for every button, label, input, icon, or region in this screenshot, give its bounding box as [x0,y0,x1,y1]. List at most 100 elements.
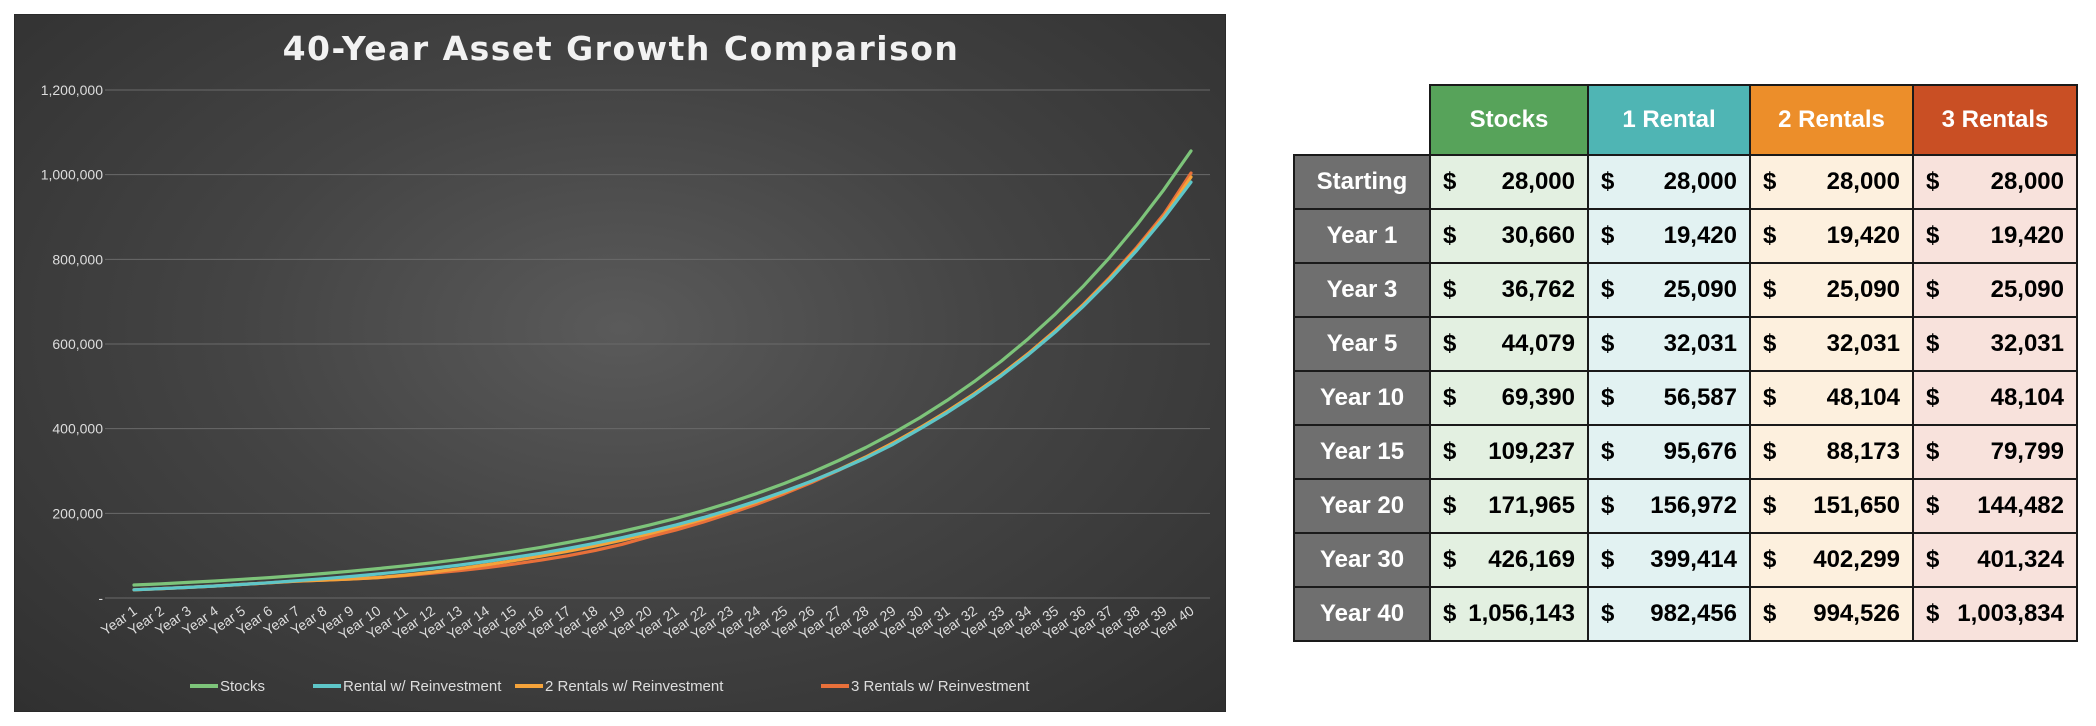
table-cell: $95,676 [1587,424,1751,480]
cell-value: 28,000 [1826,168,1900,195]
currency-symbol: $ [1926,492,1940,519]
table-row: Year 20 $171,965 $156,972 $151,650 $144,482 [1293,478,2078,534]
currency-symbol: $ [1926,438,1940,465]
cell-value: 28,000 [1990,168,2064,195]
table-row: Starting $28,000 $28,000 $28,000 $28,000 [1293,154,2078,210]
table-cell: $44,079 [1429,316,1589,372]
table-cell: $19,420 [1587,208,1751,264]
table-cell: $1,056,143 [1429,586,1589,642]
table-cell: $156,972 [1587,478,1751,534]
cell-value: 982,456 [1650,600,1737,627]
cell-value: 402,299 [1813,546,1900,573]
y-tick-label: 800,000 [52,251,103,267]
series-line-1 [132,180,1193,592]
table-cell: $48,104 [1749,370,1914,426]
row-label: Year 5 [1293,316,1431,372]
legend-label: 3 Rentals w/ Reinvestment [851,678,1030,695]
cell-value: 69,390 [1501,384,1575,411]
cell-value: 19,420 [1826,222,1900,249]
currency-symbol: $ [1601,330,1615,357]
row-label: Year 15 [1293,424,1431,480]
cell-value: 25,090 [1990,276,2064,303]
table-cell: $19,420 [1912,208,2078,264]
cell-value: 1,056,143 [1468,600,1575,627]
cell-value: 32,031 [1990,330,2064,357]
table-header-row: Stocks 1 Rental 2 Rentals 3 Rentals [1294,84,2078,156]
cell-value: 399,414 [1650,546,1737,573]
currency-symbol: $ [1443,492,1457,519]
y-tick-label: 1,000,000 [41,167,103,183]
legend-label: Stocks [220,678,265,695]
legend-label: Rental w/ Reinvestment [343,678,502,695]
table-cell: $28,000 [1749,154,1914,210]
table-cell: $25,090 [1912,262,2078,318]
table-cell: $36,762 [1429,262,1589,318]
cell-value: 401,324 [1977,546,2064,573]
y-tick-label: 600,000 [52,336,103,352]
cell-value: 109,237 [1488,438,1575,465]
currency-symbol: $ [1601,168,1615,195]
table-cell: $402,299 [1749,532,1914,588]
cell-value: 151,650 [1813,492,1900,519]
table-cell: $25,090 [1749,262,1914,318]
table-cell: $32,031 [1749,316,1914,372]
cell-value: 44,079 [1501,330,1575,357]
table-cell: $171,965 [1429,478,1589,534]
currency-symbol: $ [1926,546,1940,573]
summary-table: Stocks 1 Rental 2 Rentals 3 Rentals Star… [1293,84,2078,642]
currency-symbol: $ [1763,438,1777,465]
table-cell: $28,000 [1587,154,1751,210]
header-2-rentals: 2 Rentals [1749,84,1914,156]
cell-value: 28,000 [1663,168,1737,195]
cell-value: 32,031 [1663,330,1737,357]
currency-symbol: $ [1443,600,1457,627]
currency-symbol: $ [1443,546,1457,573]
table-row: Year 3 $36,762 $25,090 $25,090 $25,090 [1293,262,2078,318]
currency-symbol: $ [1926,168,1940,195]
cell-value: 19,420 [1990,222,2064,249]
table-row: Year 1 $30,660 $19,420 $19,420 $19,420 [1293,208,2078,264]
y-tick-label: 200,000 [52,505,103,521]
cell-value: 144,482 [1977,492,2064,519]
table-cell: $32,031 [1912,316,2078,372]
currency-symbol: $ [1443,330,1457,357]
table-cell: $69,390 [1429,370,1589,426]
table-row: Year 5 $44,079 $32,031 $32,031 $32,031 [1293,316,2078,372]
table-cell: $25,090 [1587,262,1751,318]
table-cell: $48,104 [1912,370,2078,426]
y-tick-label: 400,000 [52,421,103,437]
series-line-0 [132,149,1193,587]
table-cell: $19,420 [1749,208,1914,264]
currency-symbol: $ [1443,384,1457,411]
legend-label: 2 Rentals w/ Reinvestment [545,678,724,695]
currency-symbol: $ [1443,222,1457,249]
cell-value: 95,676 [1663,438,1737,465]
currency-symbol: $ [1601,276,1615,303]
cell-value: 30,660 [1501,222,1575,249]
currency-symbol: $ [1443,438,1457,465]
cell-value: 25,090 [1826,276,1900,303]
line-chart: - 200,000 400,000 600,000 800,000 1,000,000 1,… [41,82,1210,695]
cell-value: 56,587 [1663,384,1737,411]
currency-symbol: $ [1926,384,1940,411]
cell-value: 1,003,834 [1957,600,2064,627]
table-cell: $88,173 [1749,424,1914,480]
currency-symbol: $ [1601,222,1615,249]
table-cell: $401,324 [1912,532,2078,588]
header-stocks: Stocks [1429,84,1589,156]
cell-value: 19,420 [1663,222,1737,249]
currency-symbol: $ [1443,168,1457,195]
table-cell: $32,031 [1587,316,1751,372]
row-label: Year 20 [1293,478,1431,534]
table-cell: $1,003,834 [1912,586,2078,642]
table-cell: $28,000 [1429,154,1589,210]
row-label: Year 10 [1293,370,1431,426]
currency-symbol: $ [1601,546,1615,573]
cell-value: 426,169 [1488,546,1575,573]
table-row: Year 40 $1,056,143 $982,456 $994,526 $1,003,… [1293,586,2078,642]
table-cell: $994,526 [1749,586,1914,642]
table-row: Year 10 $69,390 $56,587 $48,104 $48,104 [1293,370,2078,426]
cell-value: 79,799 [1990,438,2064,465]
currency-symbol: $ [1763,330,1777,357]
table-cell: $982,456 [1587,586,1751,642]
